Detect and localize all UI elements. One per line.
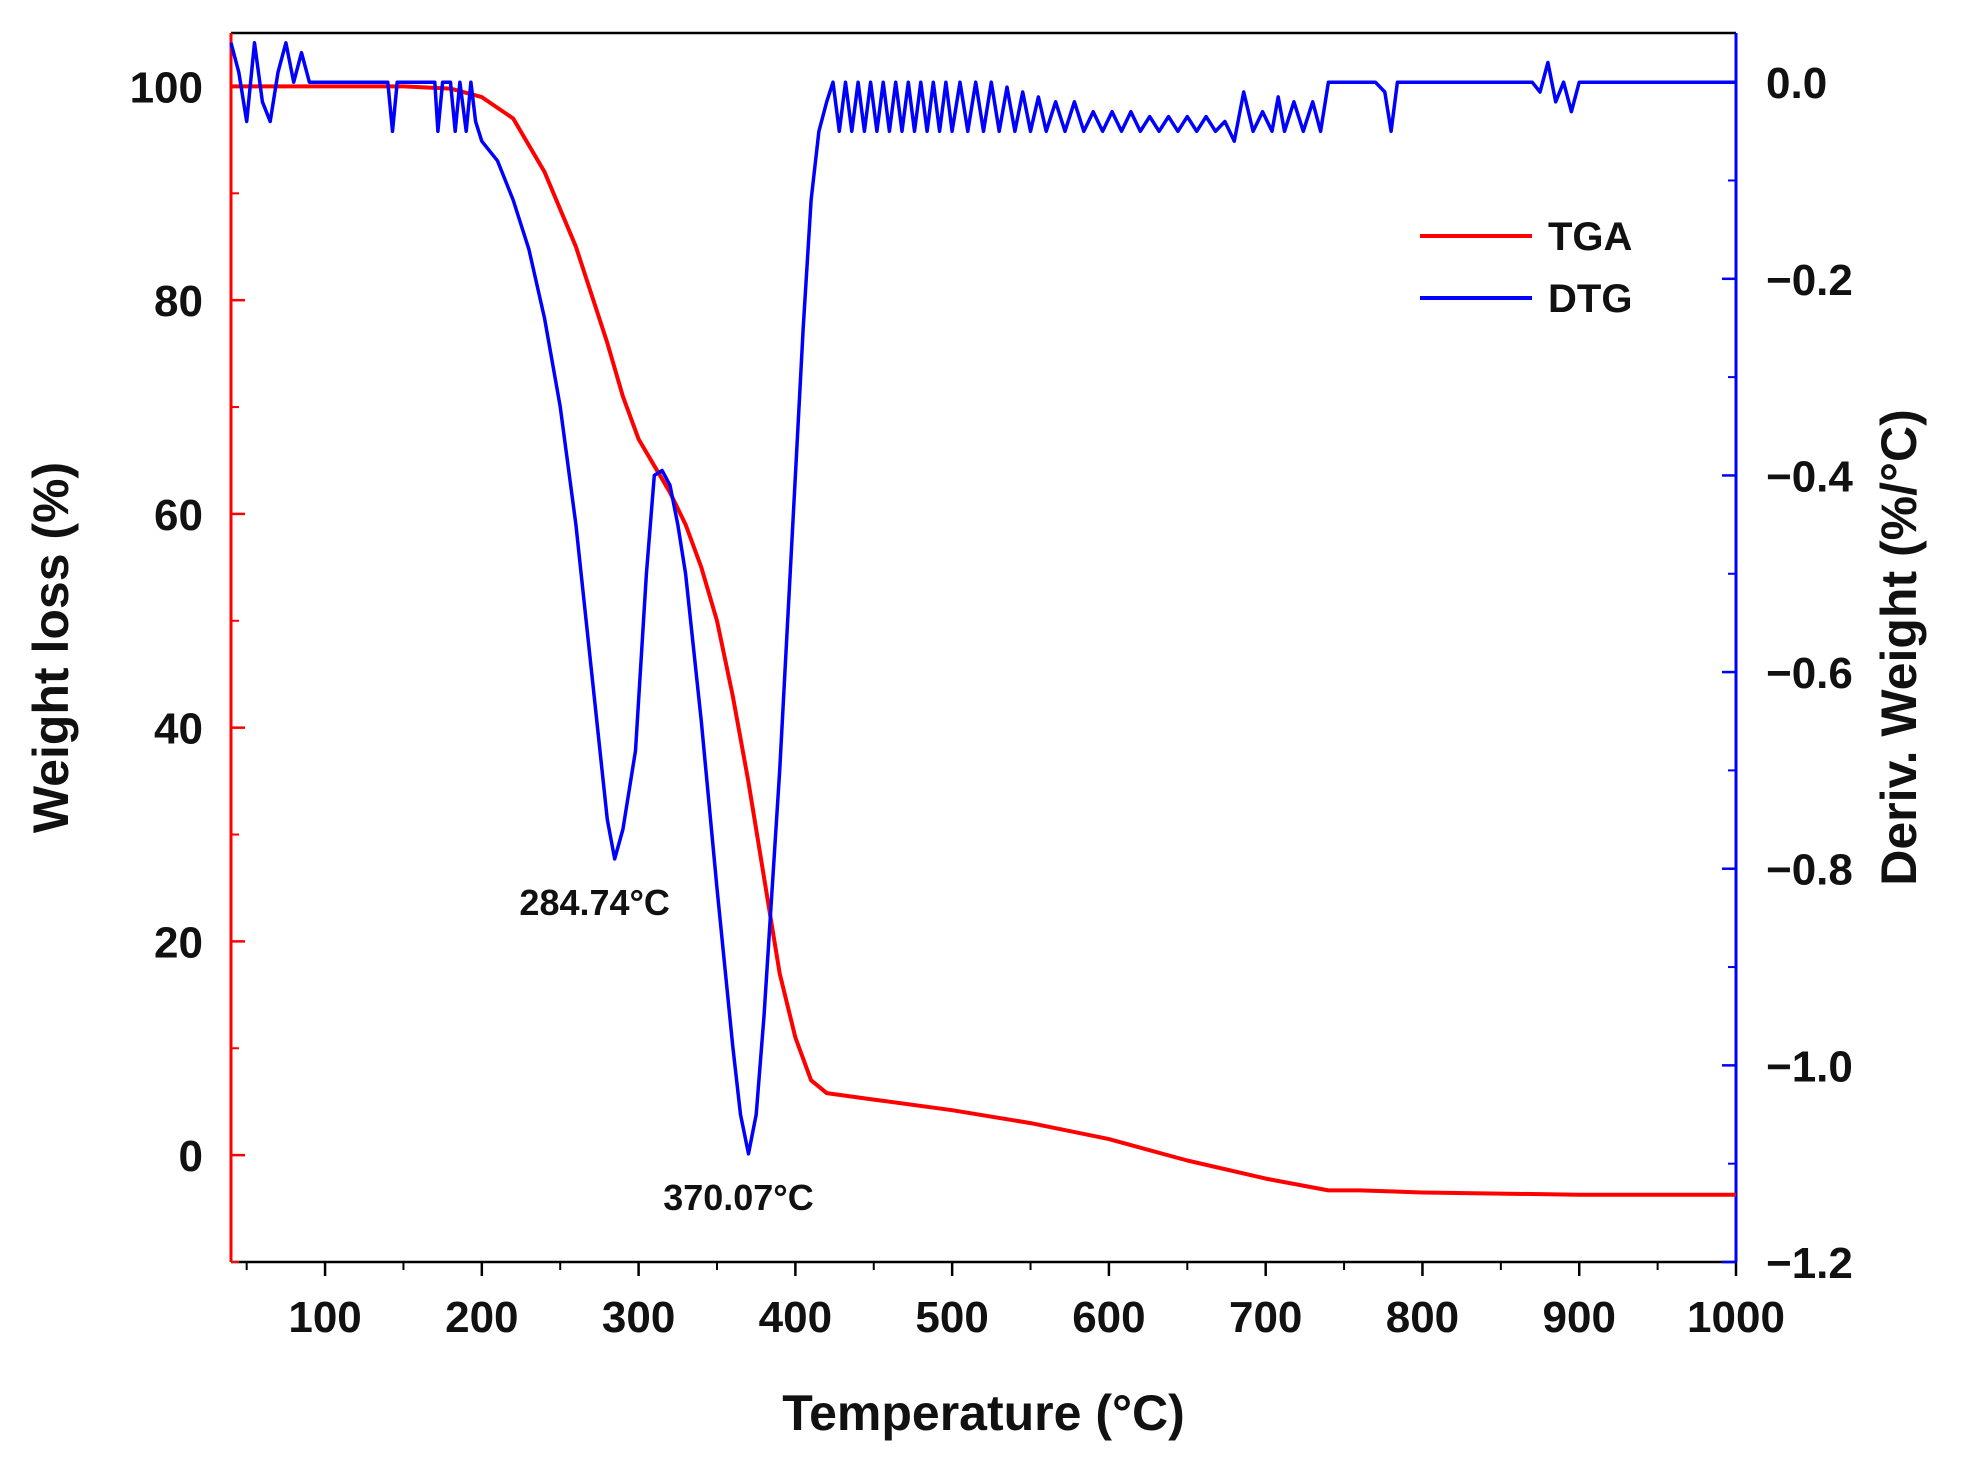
legend: TGA DTG [1420, 215, 1632, 321]
x-axis-ticks: 100 200 300 400 500 600 700 800 900 1000 [245, 1262, 1785, 1342]
annotations: 284.74°C 370.07°C [519, 882, 813, 1218]
legend-label-tga: TGA [1548, 215, 1632, 259]
series-line-tga [231, 84, 1736, 1197]
x-tick-label: 300 [602, 1293, 675, 1342]
x-tick-label: 800 [1386, 1293, 1459, 1342]
x-tick-label: 400 [759, 1293, 832, 1342]
x-tick-label: 100 [288, 1293, 361, 1342]
right-y-tick-label: 0.0 [1766, 59, 1827, 108]
x-tick-label: 600 [1072, 1293, 1145, 1342]
x-tick-label: 700 [1229, 1293, 1302, 1342]
annotation-peak-1: 284.74°C [519, 882, 670, 923]
left-y-tick-label: 80 [154, 277, 203, 326]
right-y-tick-label: −0.2 [1766, 256, 1853, 305]
x-tick-label: 500 [915, 1293, 988, 1342]
annotation-peak-2: 370.07°C [663, 1177, 814, 1218]
series-line-dtg [229, 41, 1736, 1156]
left-y-axis-title: Weight loss (%) [23, 462, 79, 833]
left-y-tick-label: 40 [154, 705, 203, 754]
right-y-axis-ticks: 0.0 −0.2 −0.4 −0.6 −0.8 −1.0 −1.2 [1722, 59, 1853, 1288]
right-y-tick-label: −0.8 [1766, 846, 1853, 895]
left-y-tick-label: 60 [154, 491, 203, 540]
x-tick-label: 1000 [1687, 1293, 1785, 1342]
x-tick-label: 200 [445, 1293, 518, 1342]
right-y-axis-title: Deriv. Weight (%/°C) [1871, 409, 1927, 886]
series-layer [229, 41, 1736, 1197]
x-axis-title: Temperature (°C) [782, 1385, 1184, 1441]
right-y-tick-label: −0.6 [1766, 649, 1853, 698]
left-y-tick-label: 100 [130, 63, 203, 112]
legend-label-dtg: DTG [1548, 277, 1632, 321]
left-y-tick-label: 0 [179, 1132, 203, 1181]
right-y-tick-label: −1.0 [1766, 1042, 1853, 1091]
left-y-tick-label: 20 [154, 918, 203, 967]
right-y-tick-label: −0.4 [1766, 452, 1853, 501]
x-tick-label: 900 [1543, 1293, 1616, 1342]
right-y-tick-label: −1.2 [1766, 1239, 1853, 1288]
